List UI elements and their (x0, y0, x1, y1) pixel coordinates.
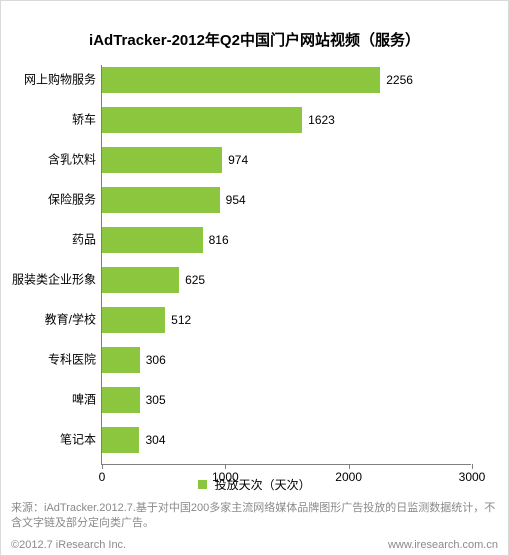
bar-value-label: 1623 (302, 113, 335, 127)
bar: 305啤酒 (102, 387, 140, 413)
bar-value-label: 512 (165, 313, 191, 327)
category-label: 含乳饮料 (4, 153, 96, 166)
category-label: 服装类企业形象 (4, 273, 96, 286)
legend: 投放天次（天次） (1, 476, 508, 493)
bar-value-label: 304 (139, 433, 165, 447)
category-label: 专科医院 (4, 353, 96, 366)
bar: 974含乳饮料 (102, 147, 222, 173)
bar-value-label: 625 (179, 273, 205, 287)
bar: 306专科医院 (102, 347, 140, 373)
bar: 816药品 (102, 227, 203, 253)
bar: 2256网上购物服务 (102, 67, 380, 93)
category-label: 轿车 (4, 113, 96, 126)
category-label: 网上购物服务 (4, 73, 96, 86)
footer-copyright: ©2012.7 iResearch Inc. (11, 539, 126, 551)
x-tick (349, 464, 350, 469)
footer-url: www.iresearch.com.cn (388, 539, 498, 551)
bar-value-label: 306 (140, 353, 166, 367)
category-label: 教育/学校 (4, 313, 96, 326)
category-label: 药品 (4, 233, 96, 246)
chart-container: iAdTracker-2012年Q2中国门户网站视频（服务） 广告投放天次TOP… (0, 0, 509, 556)
bar: 512教育/学校 (102, 307, 165, 333)
x-tick (472, 464, 473, 469)
bar-value-label: 2256 (380, 73, 413, 87)
source-note: 来源：iAdTracker.2012.7.基于对中国200多家主流网络媒体品牌图… (11, 501, 498, 531)
x-tick (225, 464, 226, 469)
chart-title-line1: iAdTracker-2012年Q2中国门户网站视频（服务） (89, 32, 420, 49)
category-label: 保险服务 (4, 193, 96, 206)
category-label: 啤酒 (4, 393, 96, 406)
bar-value-label: 974 (222, 153, 248, 167)
bar-value-label: 816 (203, 233, 229, 247)
bar-value-label: 305 (140, 393, 166, 407)
bar-value-label: 954 (220, 193, 246, 207)
legend-swatch (198, 480, 207, 489)
bar: 625服装类企业形象 (102, 267, 179, 293)
bar: 1623轿车 (102, 107, 302, 133)
bar: 304笔记本 (102, 427, 139, 453)
category-label: 笔记本 (4, 433, 96, 446)
x-tick (102, 464, 103, 469)
bar: 954保险服务 (102, 187, 220, 213)
plot-area: 2256网上购物服务 1623轿车 974含乳饮料 954保险服务 816药品 625服装… (101, 65, 471, 465)
legend-label: 投放天次（天次） (215, 478, 311, 492)
